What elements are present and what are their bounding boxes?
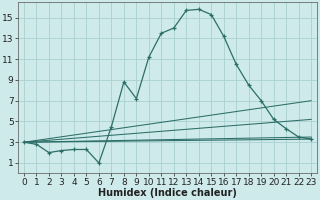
X-axis label: Humidex (Indice chaleur): Humidex (Indice chaleur) (98, 188, 237, 198)
